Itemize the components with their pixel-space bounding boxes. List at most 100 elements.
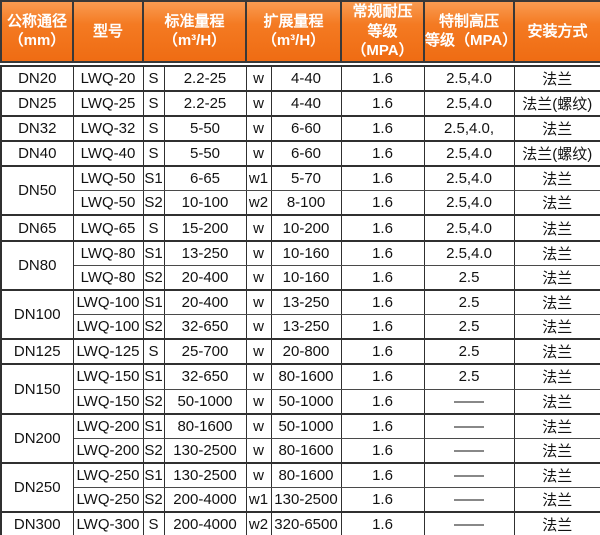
regular-pressure-cell: 1.6 xyxy=(340,264,425,291)
dn-cell: DN125 xyxy=(0,338,74,366)
header-model: 型号 xyxy=(72,0,144,63)
special-pressure-cell: 2.5,4.0 xyxy=(423,190,515,217)
regular-pressure-cell: 1.6 xyxy=(340,437,425,464)
std-range-cell: 32-650 xyxy=(163,314,247,341)
ext-range-cell: 4-40 xyxy=(270,64,342,92)
dn-cell: DN65 xyxy=(0,214,74,242)
table-row: LWQ-150 S2 50-1000 w 50-1000 1.6 —— 法兰 xyxy=(1,388,600,415)
s-grade-cell: S2 xyxy=(142,487,165,514)
ext-range-cell: 10-200 xyxy=(270,214,342,242)
special-pressure-cell: 2.5 xyxy=(423,264,515,291)
install-cell: 法兰 xyxy=(513,264,600,291)
spec-table-body: DN20 LWQ-20 S 2.2-25 w 4-40 1.6 2.5,4.0 … xyxy=(0,64,600,535)
install-cell: 法兰(螺纹) xyxy=(513,89,600,117)
table-row: LWQ-80 S2 20-400 w 10-160 1.6 2.5 法兰 xyxy=(1,264,600,291)
table-row: DN32 LWQ-32 S 5-50 w 6-60 1.6 2.5,4.0, 法… xyxy=(0,114,600,142)
ext-range-cell: 80-1600 xyxy=(270,462,342,489)
install-cell: 法兰(螺纹) xyxy=(513,139,600,168)
w-grade-cell: w xyxy=(245,437,272,464)
s-grade-cell: S xyxy=(142,64,165,92)
std-range-cell: 32-650 xyxy=(163,363,247,390)
dn-cell: DN20 xyxy=(0,64,74,92)
ext-range-cell: 10-160 xyxy=(270,264,342,291)
std-range-cell: 20-400 xyxy=(163,264,247,291)
s-grade-cell: S1 xyxy=(142,239,165,266)
header-regular-pressure: 常规耐压 等级（MPA） xyxy=(340,0,425,63)
header-special-pressure: 特制高压 等级（MPA） xyxy=(423,0,517,63)
w-grade-cell: w xyxy=(245,388,272,415)
std-range-cell: 130-2500 xyxy=(163,437,247,464)
header-nominal-diameter: 公称通径 （mm） xyxy=(0,0,74,63)
std-range-cell: 6-65 xyxy=(163,165,247,192)
regular-pressure-cell: 1.6 xyxy=(340,462,425,489)
s-grade-cell: S2 xyxy=(142,314,165,341)
ext-range-cell: 4-40 xyxy=(270,89,342,117)
w-grade-cell: w xyxy=(245,114,272,142)
install-cell: 法兰 xyxy=(513,314,600,341)
ext-range-cell: 13-250 xyxy=(270,314,342,341)
w-grade-cell: w xyxy=(245,462,272,489)
install-cell: 法兰 xyxy=(513,363,600,390)
model-cell: LWQ-200 xyxy=(72,412,144,439)
table-row: DN25 LWQ-25 S 2.2-25 w 4-40 1.6 2.5,4.0 … xyxy=(0,89,600,117)
ext-range-cell: 10-160 xyxy=(270,239,342,266)
special-pressure-cell: 2.5,4.0 xyxy=(423,64,515,92)
install-cell: 法兰 xyxy=(513,64,600,92)
regular-pressure-cell: 1.6 xyxy=(340,314,425,341)
regular-pressure-cell: 1.6 xyxy=(340,363,425,390)
dn-cell: DN32 xyxy=(0,114,74,142)
s-grade-cell: S xyxy=(142,338,165,366)
install-cell: 法兰 xyxy=(513,412,600,439)
install-cell: 法兰 xyxy=(513,511,600,535)
model-cell: LWQ-100 xyxy=(72,314,144,341)
ext-range-cell: 80-1600 xyxy=(270,363,342,390)
s-grade-cell: S xyxy=(142,89,165,117)
w-grade-cell: w xyxy=(245,64,272,92)
special-pressure-cell: 2.5 xyxy=(423,314,515,341)
std-range-cell: 5-50 xyxy=(163,139,247,168)
model-cell: LWQ-20 xyxy=(72,64,144,92)
std-range-cell: 130-2500 xyxy=(163,462,247,489)
w-grade-cell: w xyxy=(245,412,272,439)
w-grade-cell: w xyxy=(245,288,272,316)
table-row: DN150 LWQ-150 S1 32-650 w 80-1600 1.6 2.… xyxy=(0,363,600,415)
model-cell: LWQ-100 xyxy=(72,288,144,316)
s-grade-cell: S1 xyxy=(142,462,165,489)
install-cell: 法兰 xyxy=(513,462,600,489)
model-cell: LWQ-80 xyxy=(72,264,144,291)
ext-range-cell: 50-1000 xyxy=(270,388,342,415)
std-range-cell: 80-1600 xyxy=(163,412,247,439)
table-row: DN100 LWQ-100 S1 20-400 w 13-250 1.6 2.5… xyxy=(0,288,600,341)
s-grade-cell: S1 xyxy=(142,412,165,439)
install-cell: 法兰 xyxy=(513,214,600,242)
header-row: 公称通径 （mm） 型号 标准量程 （m³/H） 扩展量程 （m³/H） 常规耐… xyxy=(0,0,600,63)
header-extended-range: 扩展量程 （m³/H） xyxy=(245,0,342,63)
std-range-cell: 50-1000 xyxy=(163,388,247,415)
s-grade-cell: S xyxy=(142,511,165,535)
model-cell: LWQ-250 xyxy=(72,462,144,489)
s-grade-cell: S xyxy=(142,139,165,168)
s-grade-cell: S2 xyxy=(142,264,165,291)
dn-cell: DN250 xyxy=(0,461,74,514)
regular-pressure-cell: 1.6 xyxy=(340,412,425,439)
table-row: DN80 LWQ-80 S1 13-250 w 10-160 1.6 2.5,4… xyxy=(0,239,600,291)
dn-cell: DN300 xyxy=(0,511,74,535)
table-row: DN300 LWQ-300 S 200-4000 w2 320-6500 1.6… xyxy=(0,511,600,535)
special-pressure-cell: —— xyxy=(423,388,515,415)
regular-pressure-cell: 1.6 xyxy=(340,165,425,192)
regular-pressure-cell: 1.6 xyxy=(340,214,425,242)
table-row: DN20 LWQ-20 S 2.2-25 w 4-40 1.6 2.5,4.0 … xyxy=(0,64,600,92)
s-grade-cell: S1 xyxy=(142,165,165,192)
special-pressure-cell: 2.5,4.0 xyxy=(423,139,515,168)
special-pressure-cell: 2.5,4.0 xyxy=(423,239,515,266)
model-cell: LWQ-80 xyxy=(72,239,144,266)
special-pressure-cell: 2.5 xyxy=(423,363,515,390)
ext-range-cell: 6-60 xyxy=(270,114,342,142)
w-grade-cell: w xyxy=(245,139,272,168)
dn-cell: DN50 xyxy=(0,165,74,217)
std-range-cell: 15-200 xyxy=(163,214,247,242)
dn-cell: DN150 xyxy=(0,363,74,415)
dn-cell: DN40 xyxy=(0,139,74,168)
w-grade-cell: w1 xyxy=(245,487,272,514)
s-grade-cell: S xyxy=(142,114,165,142)
